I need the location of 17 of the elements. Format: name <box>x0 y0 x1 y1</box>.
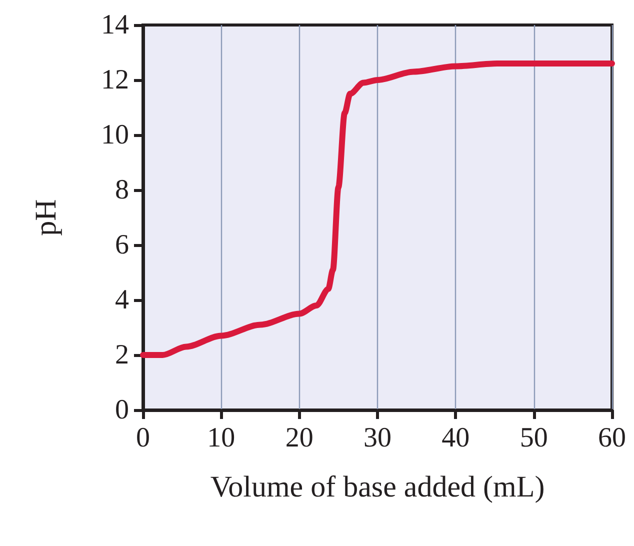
y-tick-label: 14 <box>101 10 129 40</box>
y-tick-label: 6 <box>115 230 129 260</box>
x-tick-label: 0 <box>136 422 150 454</box>
x-tick-label: 20 <box>285 422 314 454</box>
x-tick-label: 30 <box>364 422 392 454</box>
x-axis-title: Volume of base added (mL) <box>210 470 545 504</box>
x-tick-label: 40 <box>442 422 470 454</box>
x-tick-label: 60 <box>598 422 626 454</box>
x-tick-label: 10 <box>207 422 236 454</box>
y-tick-label: 12 <box>101 64 129 96</box>
y-tick-label: 0 <box>115 394 129 426</box>
y-tick-label: 10 <box>101 120 129 150</box>
y-tick-label: 2 <box>115 340 129 370</box>
y-tick-label: 4 <box>115 284 129 316</box>
y-tick-label: 8 <box>115 174 129 206</box>
y-axis-title: pH <box>30 199 62 236</box>
x-tick-label: 50 <box>520 422 548 454</box>
